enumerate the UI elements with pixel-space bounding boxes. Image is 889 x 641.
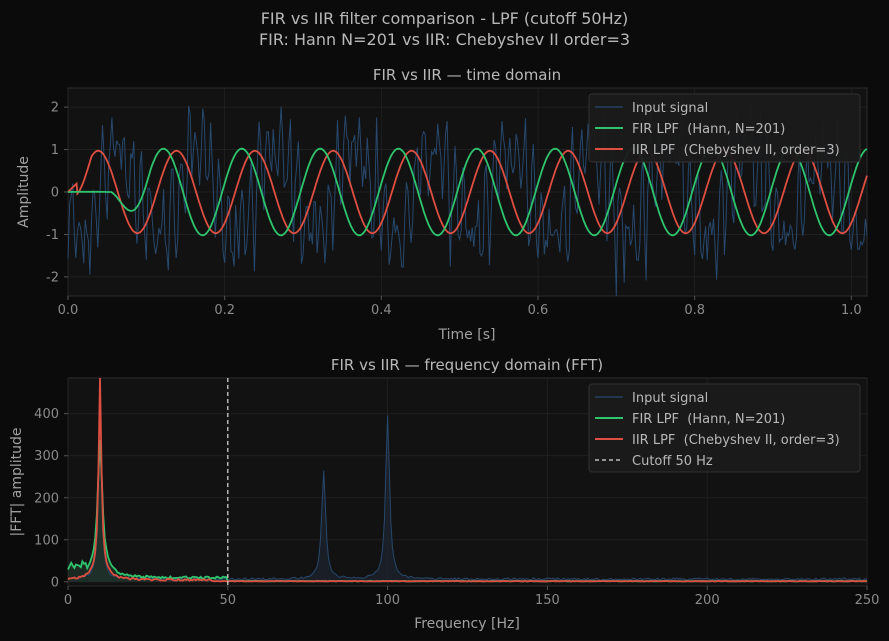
frequency-domain-ticks: 0 50 100 150 200 250 0 100 200 300 400 (34, 407, 879, 608)
freq-ytick-label: 400 (34, 407, 59, 422)
time-domain-legend-box (588, 93, 861, 163)
time-ytick-label: 1 (51, 143, 59, 158)
time-xtick-label: 1.0 (841, 303, 862, 318)
series-fir-time (68, 147, 868, 237)
frequency-domain-xlabel: Frequency [Hz] (414, 616, 520, 632)
frequency-domain-legend-box (588, 383, 861, 473)
freq-xtick-label: 200 (695, 593, 720, 608)
time-ytick-label: -2 (46, 270, 59, 285)
legend-label-iir-fft: IIR LPF (Chebyshev II, order=3) (632, 433, 840, 448)
freq-xtick-label: 0 (64, 593, 72, 608)
freq-ytick-label: 100 (34, 533, 59, 548)
time-ytick-label: 0 (51, 186, 59, 201)
freq-ytick-label: 300 (34, 449, 59, 464)
legend-label-cutoff: Cutoff 50 Hz (632, 454, 713, 469)
frequency-domain-series (67, 377, 868, 586)
frequency-domain-ylabel: |FFT| amplitude (9, 427, 25, 536)
series-input-signal-time (67, 95, 868, 297)
legend-label-input-fft: Input signal (632, 391, 708, 406)
series-iir-fft (67, 377, 868, 583)
time-ytick-label: 2 (51, 101, 59, 116)
time-xtick-label: 0.6 (528, 303, 549, 318)
time-xtick-label: 0.4 (371, 303, 392, 318)
freq-xtick-label: 50 (220, 593, 237, 608)
frequency-domain-title: FIR vs IIR — frequency domain (FFT) (331, 356, 603, 374)
legend-label-iir-time: IIR LPF (Chebyshev II, order=3) (632, 143, 840, 158)
legend-label-fir-fft: FIR LPF (Hann, N=201) (632, 412, 785, 427)
time-xtick-label: 0.8 (684, 303, 705, 318)
frequency-domain-legend: Input signal FIR LPF (Hann, N=201) IIR L… (588, 383, 861, 473)
time-domain-xlabel: Time [s] (438, 327, 496, 343)
freq-xtick-label: 100 (375, 593, 400, 608)
time-ytick-label: -1 (46, 228, 59, 243)
freq-xtick-label: 150 (535, 593, 560, 608)
freq-ytick-label: 0 (51, 575, 59, 590)
freq-ytick-label: 200 (34, 491, 59, 506)
suptitle-line2: FIR: Hann N=201 vs IIR: Chebyshev II ord… (259, 30, 630, 49)
time-domain-title: FIR vs IIR — time domain (373, 66, 561, 84)
time-xtick-label: 0.0 (58, 303, 79, 318)
frequency-domain-axes: FIR vs IIR — frequency domain (FFT) 0 50 1… (9, 356, 879, 632)
series-input-signal-fft (67, 383, 868, 581)
freq-xtick-label: 250 (855, 593, 880, 608)
time-domain-legend: Input signal FIR LPF (Hann, N=201) IIR L… (588, 93, 861, 163)
time-domain-ticks: 0.0 0.2 0.4 0.6 0.8 1.0 -2 -1 0 1 2 (46, 101, 862, 318)
time-domain-axes: FIR vs IIR — time domain 0.0 0.2 0.4 0.6 0.8… (16, 66, 868, 343)
legend-label-input-time: Input signal (632, 101, 708, 116)
time-domain-ylabel: Amplitude (16, 156, 32, 228)
legend-label-fir-time: FIR LPF (Hann, N=201) (632, 122, 785, 137)
time-xtick-label: 0.2 (214, 303, 235, 318)
suptitle-line1: FIR vs IIR filter comparison - LPF (cuto… (261, 9, 629, 28)
